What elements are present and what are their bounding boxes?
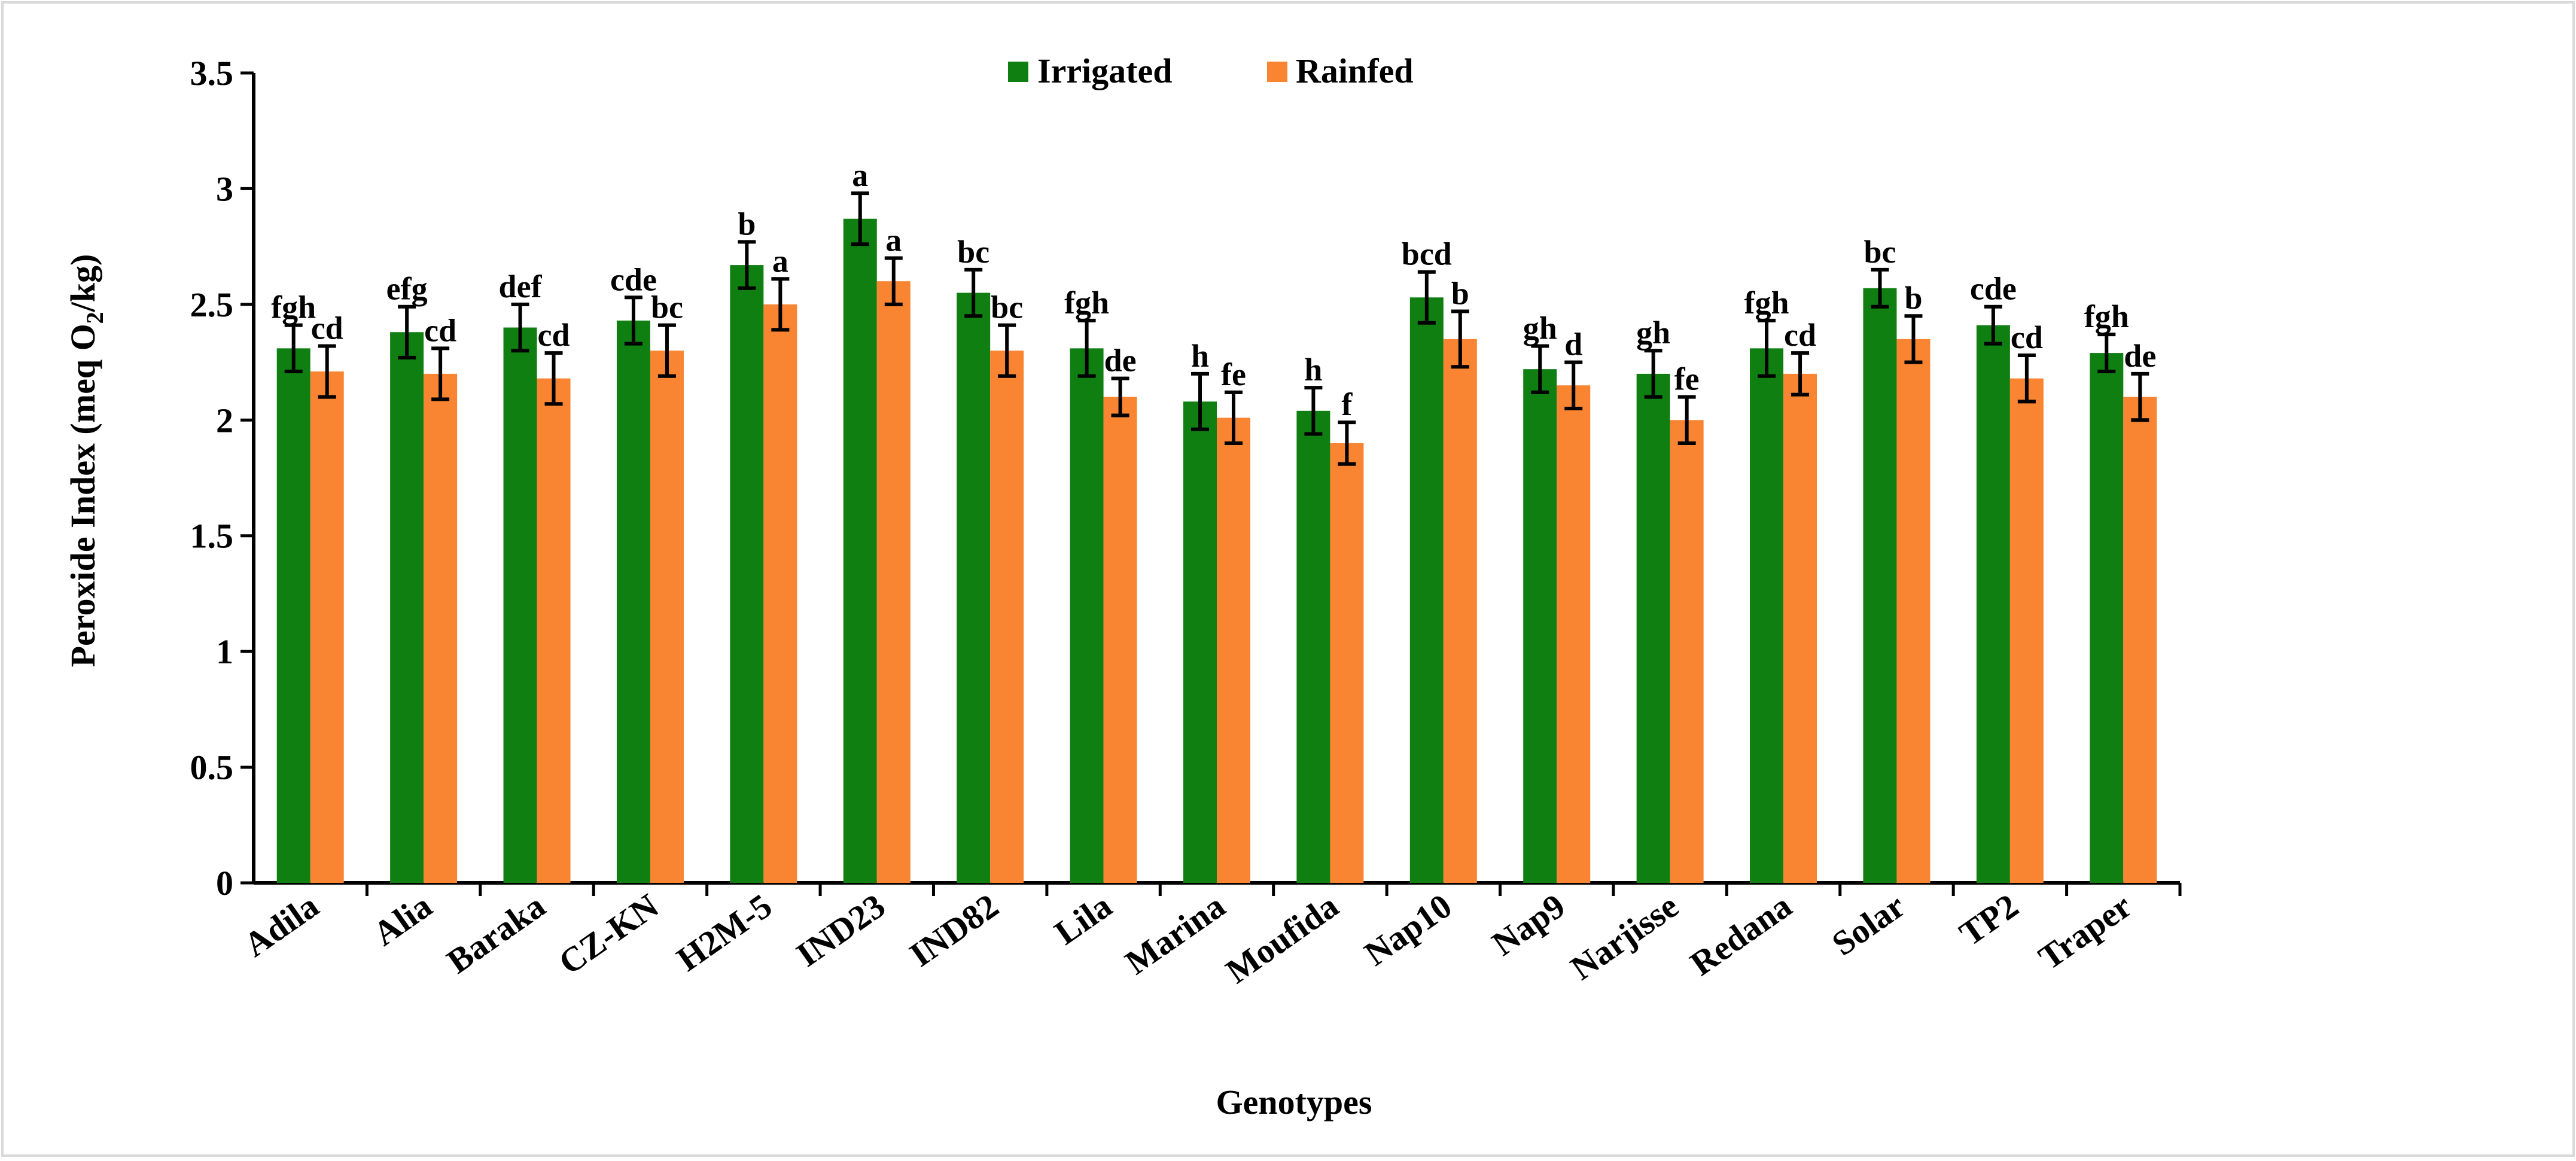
bar-irrigated-traper <box>2090 353 2124 883</box>
bar-irrigated-baraka <box>503 327 537 883</box>
bar-irrigated-marina <box>1183 401 1217 883</box>
error-bars <box>284 191 2149 466</box>
legend-swatch-rainfed <box>1267 62 1287 82</box>
bar-rainfed-cz-kn <box>650 351 684 883</box>
bar-rainfed-tp2 <box>2009 378 2044 883</box>
y-axis: 0 0.5 1 1.5 2 2.5 3 3.5 <box>190 54 255 903</box>
bars <box>276 218 2157 883</box>
bar-irrigated-solar <box>1863 288 1897 883</box>
significance-letter: cd <box>2011 319 2043 355</box>
significance-letter: b <box>1904 280 1922 316</box>
bar-rainfed-traper <box>2123 397 2157 883</box>
significance-letter: fgh <box>1744 285 1789 321</box>
significance-letter: cd <box>1784 317 1816 353</box>
significance-letter: bc <box>651 290 683 325</box>
significance-letter: fgh <box>1064 285 1109 321</box>
legend: Irrigated Rainfed <box>1008 51 1414 90</box>
significance-letter: def <box>499 269 543 304</box>
bar-rainfed-alia <box>424 373 458 883</box>
y-tick-label: 2 <box>216 401 233 440</box>
bar-rainfed-ind23 <box>876 281 911 883</box>
significance-letter: de <box>1104 343 1137 379</box>
y-tick-label: 1.5 <box>190 517 234 556</box>
significance-letter: d <box>1564 327 1582 362</box>
bar-rainfed-nap9 <box>1557 385 1591 883</box>
significance-letter: gh <box>1523 310 1557 346</box>
significance-letter: bc <box>1864 234 1896 270</box>
significance-letter: gh <box>1636 315 1670 351</box>
significance-letter: b <box>738 206 756 242</box>
y-tick-label: 0.5 <box>190 748 234 787</box>
bar-irrigated-lila <box>1070 348 1104 883</box>
significance-letter: bcd <box>1402 236 1452 272</box>
significance-letter: fe <box>1221 356 1246 392</box>
significance-letter: h <box>1191 338 1209 374</box>
significance-letter: cd <box>311 310 343 346</box>
y-tick-label: 0 <box>216 864 233 903</box>
significance-letter: cd <box>424 312 456 348</box>
significance-letter: f <box>1341 386 1353 422</box>
y-tick-label: 3 <box>216 169 233 208</box>
significance-letter: a <box>852 157 868 193</box>
bar-irrigated-narjisse <box>1636 373 1670 883</box>
legend-swatch-irrigated <box>1008 62 1028 82</box>
bar-irrigated-ind82 <box>957 292 991 883</box>
bar-rainfed-redana <box>1783 373 1817 883</box>
bar-rainfed-baraka <box>537 378 571 883</box>
y-tick-label: 3.5 <box>190 54 234 93</box>
significance-letter: b <box>1451 275 1469 311</box>
significance-letter: fgh <box>271 290 316 325</box>
significance-letter: efg <box>386 271 428 307</box>
significance-letter: bc <box>957 234 989 270</box>
bar-irrigated-nap9 <box>1523 369 1557 883</box>
legend-label-rainfed: Rainfed <box>1296 51 1414 90</box>
significance-letter: bc <box>991 290 1023 325</box>
bar-irrigated-moufida <box>1296 410 1330 883</box>
bar-rainfed-lila <box>1103 397 1137 883</box>
significance-letter: cde <box>1970 271 2017 307</box>
significance-letter: h <box>1304 352 1322 388</box>
y-axis-title-end: /kg) <box>63 254 102 313</box>
x-axis-title: Genotypes <box>1216 1083 1372 1122</box>
significance-letter: cde <box>610 261 657 297</box>
y-axis-title-main: Peroxide Index (meq O <box>63 324 102 667</box>
significance-letter: cd <box>538 317 570 353</box>
significance-letter: de <box>2124 338 2156 374</box>
bar-rainfed-ind82 <box>990 351 1024 883</box>
bar-rainfed-h2m-5 <box>763 304 797 883</box>
bar-rainfed-narjisse <box>1670 420 1704 883</box>
y-tick-label: 1 <box>216 632 233 671</box>
bar-irrigated-redana <box>1750 348 1784 883</box>
bar-rainfed-moufida <box>1330 443 1364 883</box>
bar-rainfed-nap10 <box>1443 339 1477 883</box>
significance-letter: a <box>772 243 788 279</box>
significance-letter: a <box>885 222 902 258</box>
significance-letter: fe <box>1674 361 1700 397</box>
significance-letter: fgh <box>2084 298 2129 334</box>
y-axis-title-subscript: 2 <box>81 312 108 324</box>
bar-irrigated-tp2 <box>1976 325 2010 883</box>
legend-label-irrigated: Irrigated <box>1037 51 1173 90</box>
y-tick-label: 2.5 <box>190 285 234 324</box>
bar-irrigated-h2m-5 <box>730 265 764 883</box>
bar-irrigated-adila <box>276 348 310 883</box>
bar-irrigated-ind23 <box>843 218 877 883</box>
bar-rainfed-marina <box>1217 418 1250 883</box>
bar-rainfed-solar <box>1896 339 1931 883</box>
bar-irrigated-alia <box>390 332 424 883</box>
bar-irrigated-nap10 <box>1409 297 1444 883</box>
y-axis-title: Peroxide Index (meq O2/kg) <box>63 254 108 668</box>
bar-irrigated-cz-kn <box>616 320 650 883</box>
bar-rainfed-adila <box>310 371 344 883</box>
